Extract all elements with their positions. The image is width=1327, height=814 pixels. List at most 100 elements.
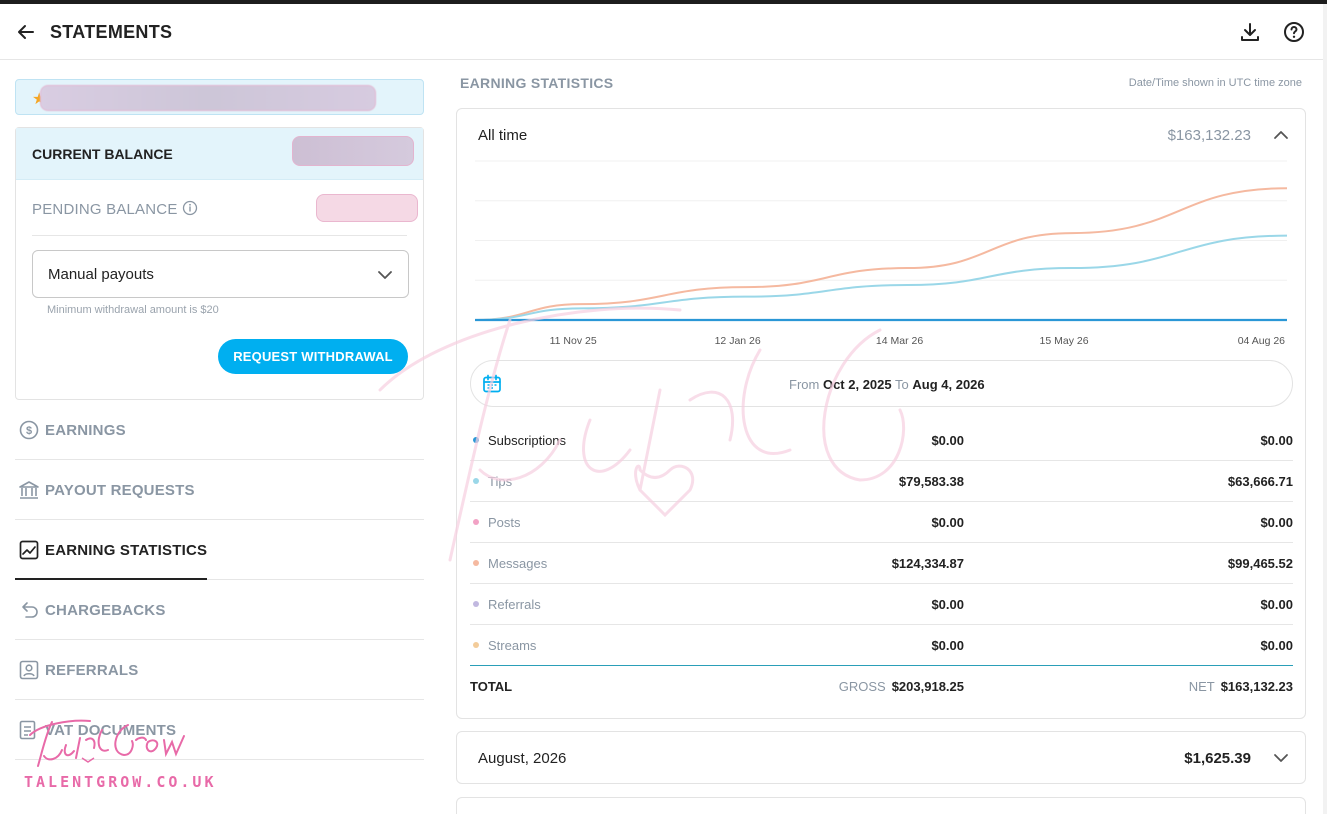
- date-range-text: From Oct 2, 2025 To Aug 4, 2026: [789, 377, 985, 392]
- series-line-messages: [474, 187, 1288, 321]
- nav-item-vat-documents[interactable]: VAT DOCUMENTS: [15, 700, 424, 760]
- earnings-breakdown-table: Subscriptions $0.00 $0.00 Tips $79,583.3…: [470, 420, 1293, 666]
- table-row: Posts $0.00 $0.00: [470, 502, 1293, 543]
- section-title: EARNING STATISTICS: [460, 75, 614, 91]
- category-label: Streams: [488, 638, 537, 653]
- user-card-icon: [19, 660, 39, 680]
- download-button[interactable]: [1236, 18, 1264, 46]
- chart-line-icon: [19, 540, 39, 560]
- x-tick-label: 04 Aug 26: [1238, 335, 1285, 347]
- nav-item-earning-statistics[interactable]: EARNING STATISTICS: [15, 520, 424, 580]
- from-date: Oct 2, 2025: [822, 377, 892, 392]
- nav-label: PAYOUT REQUESTS: [45, 482, 195, 499]
- nav-label: CHARGEBACKS: [45, 602, 166, 619]
- gross-value: $0.00: [931, 433, 964, 448]
- download-icon: [1241, 23, 1259, 41]
- redacted-current-balance: [292, 136, 414, 166]
- x-tick-label: 14 Mar 26: [876, 335, 923, 347]
- payout-mode-select[interactable]: Manual payouts: [32, 250, 409, 298]
- blurred-banner: ★: [15, 79, 424, 115]
- balance-panel: ★ CURRENT BALANCE PENDING BALANCE Manual…: [15, 79, 424, 400]
- total-row: TOTAL GROSS $203,918.25 NET $163,132.23: [470, 679, 1293, 699]
- net-value: $0.00: [1260, 433, 1293, 448]
- legend-dot: [473, 642, 479, 648]
- bank-icon: [19, 481, 39, 499]
- min-withdrawal-hint: Minimum withdrawal amount is $20: [47, 304, 219, 316]
- series-line-tips: [474, 234, 1288, 321]
- nav-item-payout-requests[interactable]: PAYOUT REQUESTS: [15, 460, 424, 520]
- statements-nav: $ EARNINGS PAYOUT REQUESTS EARNING STATI…: [15, 400, 424, 760]
- current-balance-label: CURRENT BALANCE: [32, 146, 173, 162]
- timezone-note: Date/Time shown in UTC time zone: [1128, 77, 1302, 89]
- request-withdrawal-button[interactable]: REQUEST WITHDRAWAL: [218, 339, 408, 374]
- net-value: $99,465.52: [1227, 556, 1293, 571]
- scrollbar[interactable]: [1323, 4, 1327, 814]
- net-value: $0.00: [1260, 638, 1293, 653]
- month-total: $1,625.39: [1184, 750, 1251, 767]
- table-row: Streams $0.00 $0.00: [470, 625, 1293, 666]
- nav-item-chargebacks[interactable]: CHARGEBACKS: [15, 580, 424, 640]
- month-label: August, 2026: [478, 750, 567, 767]
- info-icon[interactable]: [182, 200, 198, 216]
- watermark-text: TALENTGROW.CO.UK: [24, 773, 217, 791]
- gross-value: $0.00: [931, 638, 964, 653]
- balance-card: CURRENT BALANCE PENDING BALANCE Manual p…: [15, 127, 424, 400]
- help-circle-icon: [1284, 22, 1304, 42]
- to-label: To: [895, 377, 909, 392]
- total-gross: GROSS $203,918.25: [839, 679, 964, 694]
- back-button[interactable]: [12, 18, 40, 46]
- x-tick-label: 11 Nov 25: [550, 335, 597, 347]
- legend-dot: [473, 437, 479, 443]
- arrow-left-icon: [18, 25, 34, 39]
- app-header: STATEMENTS: [0, 4, 1327, 60]
- gross-label: GROSS: [838, 679, 886, 694]
- legend-dot: [473, 601, 479, 607]
- page-title: STATEMENTS: [50, 22, 173, 42]
- chevron-down-icon: [378, 271, 392, 279]
- redacted-content: [40, 85, 376, 111]
- table-row: Referrals $0.00 $0.00: [470, 584, 1293, 625]
- from-label: From: [789, 377, 820, 392]
- nav-item-referrals[interactable]: REFERRALS: [15, 640, 424, 700]
- legend-dot: [473, 519, 479, 525]
- gross-value: $0.00: [931, 515, 964, 530]
- nav-label: VAT DOCUMENTS: [45, 722, 177, 739]
- category-label: Referrals: [488, 597, 541, 612]
- gross-value: $124,334.87: [891, 556, 964, 571]
- gross-value: $0.00: [931, 597, 964, 612]
- calendar-icon: [483, 374, 501, 393]
- category-label: Subscriptions: [488, 433, 567, 448]
- nav-label: EARNINGS: [45, 422, 126, 439]
- net-label: NET: [1188, 679, 1215, 694]
- help-button[interactable]: [1280, 18, 1308, 46]
- earnings-line-chart: 11 Nov 25 12 Jan 26 14 Mar 26 15 May 26 04 A…: [474, 160, 1288, 347]
- category-label: Posts: [488, 515, 521, 530]
- payout-mode-value: Manual payouts: [48, 266, 154, 283]
- category-label: Messages: [488, 556, 548, 571]
- legend-dot: [473, 478, 479, 484]
- top-border: [0, 0, 1327, 4]
- period-label: All time: [478, 127, 528, 144]
- category-label: Tips: [488, 474, 513, 489]
- date-range-picker[interactable]: From Oct 2, 2025 To Aug 4, 2026: [470, 360, 1293, 407]
- nav-label: REFERRALS: [45, 662, 139, 679]
- gross-value: $79,583.38: [898, 474, 964, 489]
- to-date: Aug 4, 2026: [912, 377, 985, 392]
- gross-total-value: $203,918.25: [891, 679, 964, 694]
- legend-dot: [473, 560, 479, 566]
- table-row: Messages $124,334.87 $99,465.52: [470, 543, 1293, 584]
- net-value: $63,666.71: [1227, 474, 1293, 489]
- month-card[interactable]: August, 2026 $1,625.39: [456, 731, 1306, 784]
- month-card-next[interactable]: [456, 797, 1306, 814]
- statistics-card: All time $163,132.23 11 Nov 25 12 Jan 26 1…: [456, 108, 1306, 719]
- nav-item-earnings[interactable]: $ EARNINGS: [15, 400, 424, 460]
- table-row: Tips $79,583.38 $63,666.71: [470, 461, 1293, 502]
- net-value: $0.00: [1260, 515, 1293, 530]
- redacted-pending-balance: [316, 194, 418, 222]
- x-tick-label: 15 May 26: [1040, 335, 1089, 347]
- chevron-up-icon[interactable]: [1271, 125, 1291, 145]
- chevron-down-icon: [1274, 754, 1288, 762]
- dollar-circle-icon: $: [19, 420, 39, 440]
- current-balance-row: CURRENT BALANCE: [16, 128, 423, 180]
- svg-text:$: $: [26, 425, 32, 437]
